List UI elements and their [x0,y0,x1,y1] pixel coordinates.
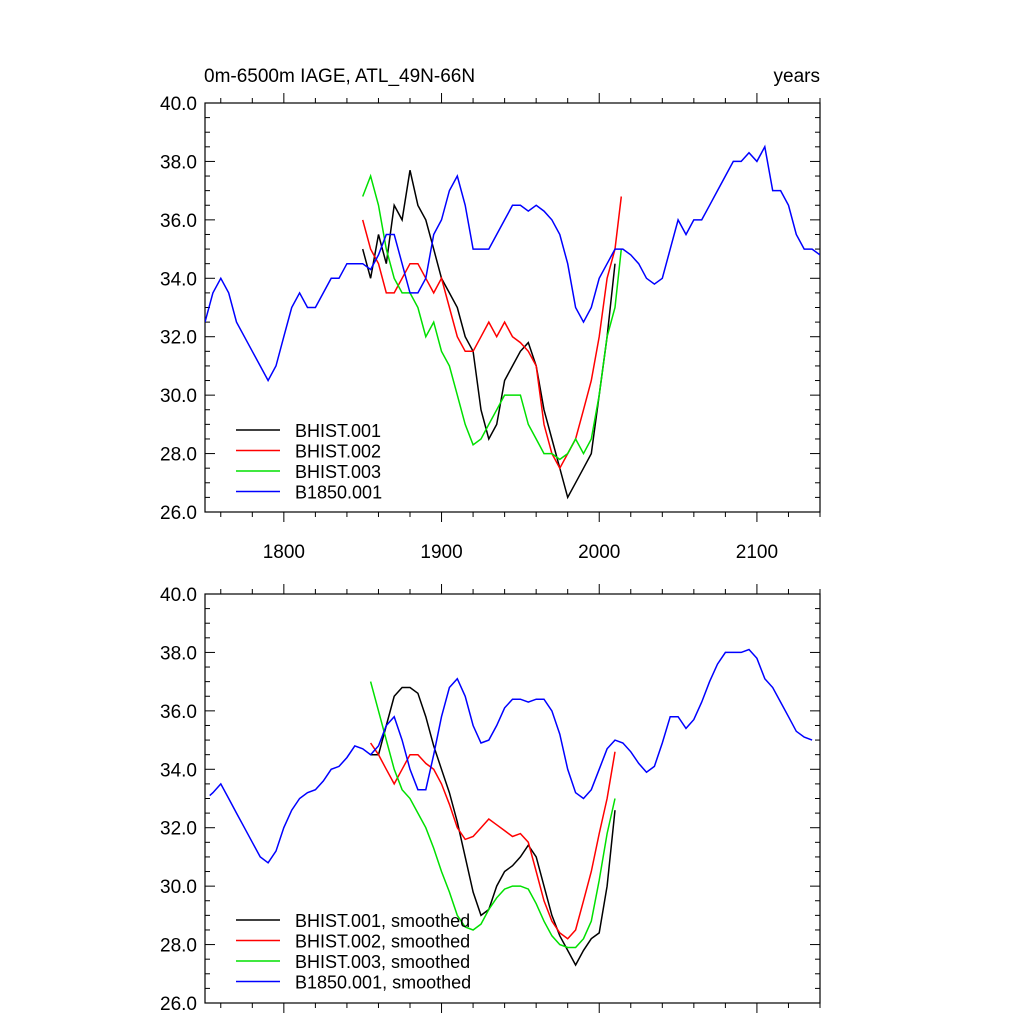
y-tick-label: 34.0 [160,760,197,781]
legend-label: B1850.001, smoothed [295,973,471,993]
y-tick-label: 28.0 [160,936,197,957]
x-tick-label: 2100 [736,542,778,563]
y-tick-label: 36.0 [160,702,197,723]
legend-label: BHIST.001 [295,421,381,441]
x-tick-label: 1800 [263,542,305,563]
series-line [369,742,616,940]
series-line [370,686,616,967]
y-tick-label: 36.0 [160,211,197,232]
bottom-panel: 26.0 28.0 30.0 32.0 34.0 36.0 38.0 40.0 BHIST.00… [160,584,821,1015]
units-label: years [774,66,820,87]
series-line [362,173,623,461]
y-tick-label: 32.0 [160,328,197,349]
series-line [369,681,616,949]
legend-label: BHIST.002, smoothed [295,932,470,952]
series-line [361,170,616,500]
y-tick-label: 30.0 [160,877,197,898]
y-tick-label: 38.0 [160,152,197,173]
legend-label: B1850.001 [295,483,382,503]
y-tick-label: 26.0 [160,503,197,524]
legend-label: BHIST.003 [295,462,381,482]
y-tick-label: 32.0 [160,819,197,840]
series-line [209,648,813,864]
x-tick-label: 1900 [420,542,462,563]
series-line [205,144,820,383]
y-tick-label: 34.0 [160,269,197,290]
y-tick-label: 28.0 [160,445,197,466]
chart-title: 0m-6500m IAGE, ATL_49N-66N [204,66,475,87]
top-panel: 26.0 28.0 30.0 32.0 34.0 36.0 38.0 40.0 1800 1900… [160,93,821,563]
y-tick-label: 26.0 [160,994,197,1015]
series-line [361,196,623,470]
legend-label: BHIST.001, smoothed [295,911,470,931]
legend-label: BHIST.002 [295,442,381,462]
y-tick-label: 40.0 [160,94,197,115]
legend-label: BHIST.003, smoothed [295,952,470,972]
y-tick-label: 40.0 [160,585,197,606]
x-tick-label: 2000 [578,542,620,563]
y-tick-label: 38.0 [160,643,197,664]
y-tick-label: 30.0 [160,386,197,407]
